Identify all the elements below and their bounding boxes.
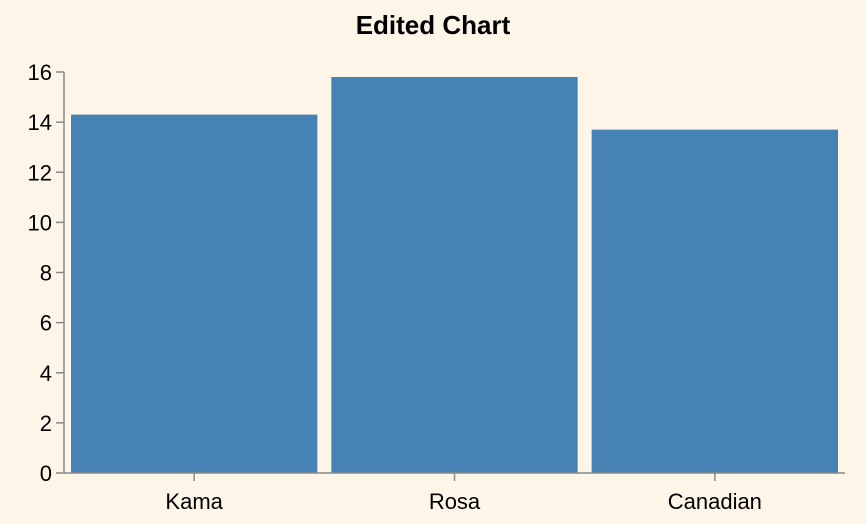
x-tick-label: Rosa (429, 489, 481, 514)
y-tick-label: 4 (40, 361, 52, 386)
y-tick-label: 8 (40, 261, 52, 286)
x-tick-label: Canadian (668, 489, 762, 514)
y-tick-label: 12 (28, 160, 52, 185)
chart-title: Edited Chart (356, 10, 511, 40)
bar-kama (71, 114, 318, 473)
bars-group (71, 77, 838, 474)
y-tick-label: 10 (28, 210, 52, 235)
x-axis: Kama Rosa Canadian (64, 472, 845, 514)
y-tick-label: 16 (28, 60, 52, 85)
y-tick-label: 2 (40, 411, 52, 436)
y-tick-label: 0 (40, 461, 52, 486)
y-tick-label: 6 (40, 311, 52, 336)
y-tick-label: 14 (28, 110, 52, 135)
x-tick-label: Kama (165, 489, 223, 514)
bar-rosa (331, 77, 578, 473)
bar-canadian (591, 129, 838, 474)
y-axis: 0 2 4 6 8 10 12 14 16 (28, 60, 65, 486)
